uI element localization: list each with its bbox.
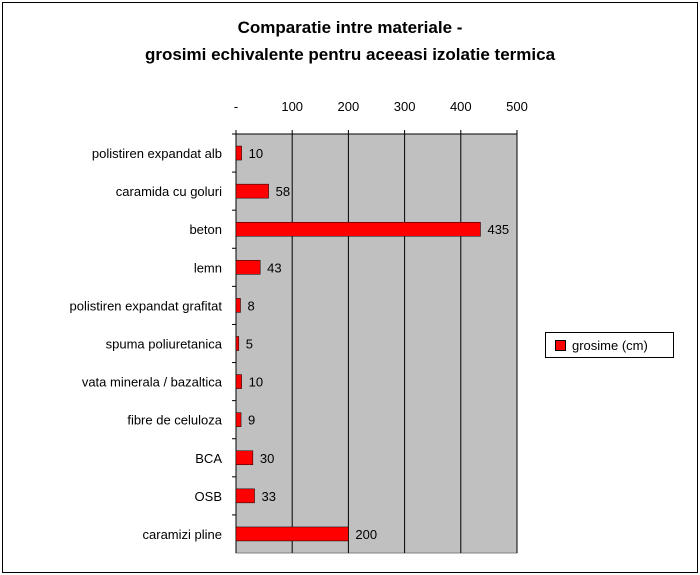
- legend: grosime (cm): [545, 332, 674, 358]
- x-tick-label: -: [234, 99, 238, 114]
- category-label: OSB: [195, 489, 222, 504]
- data-label: 43: [267, 260, 281, 275]
- data-label: 435: [487, 222, 509, 237]
- bar: [235, 526, 349, 542]
- chart-title-line1: Comparatie intre materiale -: [237, 18, 463, 37]
- category-label: polistiren expandat grafitat: [70, 298, 223, 313]
- x-tick-label: 400: [450, 99, 472, 114]
- category-label: spuma poliuretanica: [106, 337, 223, 352]
- bar: [235, 450, 254, 466]
- x-tick-label: 500: [506, 99, 528, 114]
- legend-label: grosime (cm): [572, 337, 648, 353]
- category-label: fibre de celuloza: [127, 413, 222, 428]
- bar: [235, 488, 255, 504]
- data-label: 5: [246, 337, 253, 352]
- x-tick-label: 200: [338, 99, 360, 114]
- chart-title-line2: grosimi echivalente pentru aceeasi izola…: [144, 45, 556, 64]
- bar: [235, 183, 269, 199]
- data-label: 8: [247, 298, 254, 313]
- data-label: 10: [249, 146, 263, 161]
- x-tick-label: 100: [281, 99, 303, 114]
- data-label: 58: [276, 184, 290, 199]
- category-label: caramida cu goluri: [116, 184, 222, 199]
- data-label: 33: [262, 489, 276, 504]
- bar: [235, 374, 242, 389]
- category-label: caramizi pline: [143, 527, 222, 542]
- data-label: 10: [249, 375, 263, 390]
- data-label: 30: [260, 451, 274, 466]
- bar: [235, 260, 261, 275]
- data-label: 200: [355, 527, 377, 542]
- bar: [235, 221, 481, 237]
- category-label: BCA: [195, 451, 222, 466]
- bar: [235, 298, 241, 313]
- legend-swatch: [555, 339, 566, 351]
- bar: [235, 145, 242, 161]
- category-label: polistiren expandat alb: [92, 146, 222, 161]
- data-label: 9: [248, 413, 255, 428]
- bar: [235, 412, 242, 427]
- bar: [235, 336, 240, 351]
- category-label: lemn: [194, 260, 222, 275]
- chart-title: Comparatie intre materiale - grosimi ech…: [0, 14, 700, 68]
- category-label: vata minerala / bazaltica: [82, 375, 223, 390]
- category-label: beton: [189, 222, 222, 237]
- x-tick-label: 300: [394, 99, 416, 114]
